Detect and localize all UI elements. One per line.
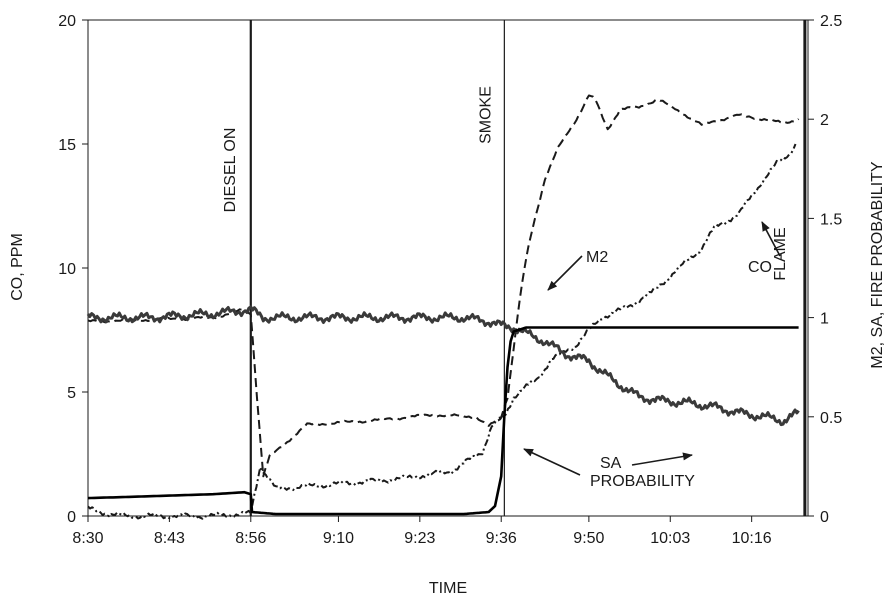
y-left-tick-label: 5: [67, 385, 76, 402]
y-right-tick-label: 2.5: [820, 13, 842, 30]
y-left-tick-label: 15: [58, 137, 76, 154]
y-right-tick-label: 2: [820, 112, 829, 129]
y-left-tick-label: 10: [58, 261, 76, 278]
y-axis-title-left: CO, PPM: [9, 233, 26, 301]
x-tick-label: 9:23: [404, 530, 435, 547]
x-tick-label: 10:16: [732, 530, 772, 547]
y-right-tick-label: 0.5: [820, 410, 842, 427]
y-right-tick-label: 0: [820, 509, 829, 526]
series-line-sa: [86, 305, 800, 427]
y-right-tick-label: 1.5: [820, 211, 842, 228]
axes: 8:30 8:43 8:56 9:10 9:23 9:36 9:50 10:03 10:16 0 5…: [58, 13, 842, 547]
y-axis-title-right: M2, SA, FIRE PROBABILITY: [869, 161, 886, 368]
annotation-label: CO: [748, 259, 772, 276]
x-tick-label: 8:56: [235, 530, 266, 547]
x-tick-label: 8:30: [72, 530, 103, 547]
y-left-tick-label: 0: [67, 509, 76, 526]
series-line-co: [87, 143, 797, 520]
annotation-label: SA: [600, 455, 622, 472]
annotation-label: M2: [586, 249, 608, 266]
annotation-arrow: [631, 452, 693, 466]
plot-area: [87, 19, 809, 517]
y-left-tick-label: 20: [58, 13, 76, 30]
series-layer: [86, 94, 800, 520]
annotation-label: PROBABILITY: [590, 473, 695, 490]
event-label: FLAME: [772, 227, 789, 280]
annotation-arrow: [761, 221, 781, 257]
x-tick-label: 8:43: [154, 530, 185, 547]
event-label: DIESEL ON: [222, 128, 239, 213]
x-tick-label: 10:03: [650, 530, 690, 547]
x-tick-label: 9:10: [323, 530, 354, 547]
y-right-tick-label: 1: [820, 311, 829, 328]
event-label: SMOKE: [477, 86, 494, 144]
x-tick-label: 9:36: [486, 530, 517, 547]
x-axis-title: TIME: [429, 580, 467, 597]
event-lines: DIESEL ON SMOKE FLAME: [222, 20, 807, 516]
annotation-arrow: [547, 255, 583, 291]
series-line-probability: [87, 326, 799, 516]
annotation-arrow: [523, 448, 581, 476]
x-tick-label: 9:50: [573, 530, 604, 547]
